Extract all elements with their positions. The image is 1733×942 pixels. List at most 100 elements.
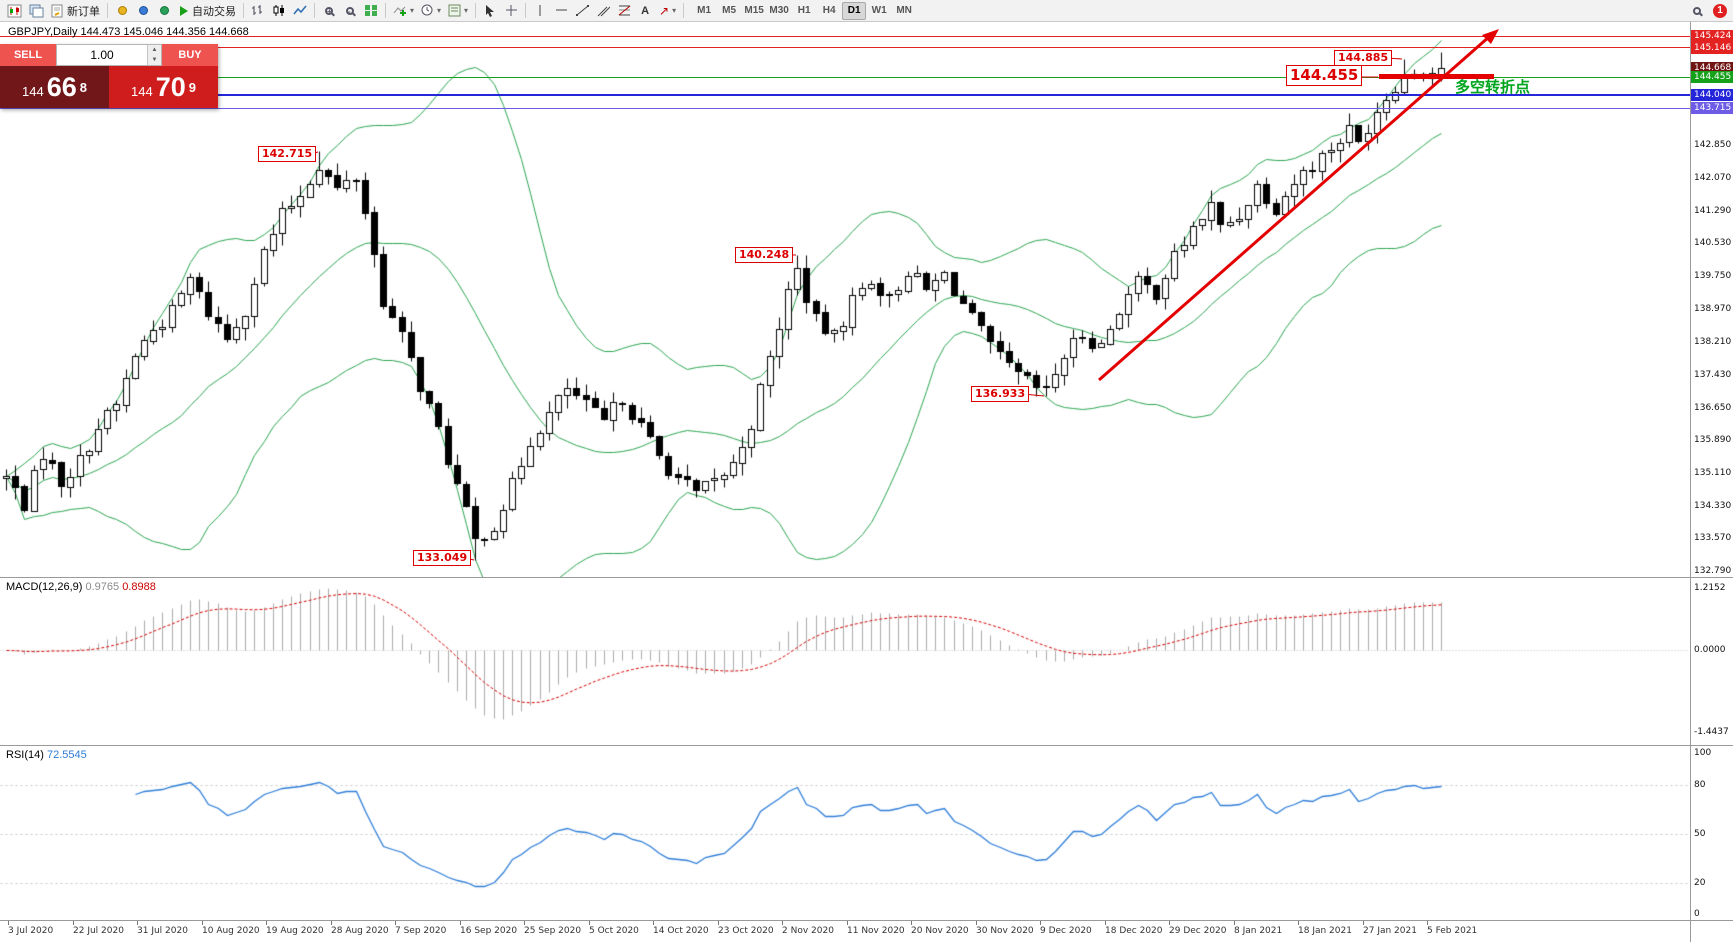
toolbar-separator — [525, 3, 527, 18]
buy-price-button[interactable]: 144 70 9 — [109, 66, 218, 108]
toolbar-separator — [385, 3, 386, 18]
price-callout-dec-low[interactable]: 136.933 — [971, 386, 1030, 402]
toolbar: 新订单 自动交易 + - ▾ ▾ — [0, 0, 1733, 22]
vertical-line-tool-icon[interactable] — [530, 1, 550, 21]
volume-spinner: ▲ ▼ — [147, 45, 161, 65]
auto-trading-button[interactable]: 自动交易 — [175, 1, 239, 21]
date-axis-label: 18 Jan 2021 — [1298, 926, 1352, 936]
rsi-name: RSI(14) — [6, 749, 44, 761]
timeframe-button-m1[interactable]: M1 — [697, 5, 712, 16]
text-tool-icon[interactable]: A — [641, 4, 650, 17]
arrows-tool-icon[interactable]: ↗ ▾ — [659, 3, 677, 18]
zoom-out-icon[interactable]: - — [340, 1, 360, 21]
price-level-line[interactable] — [0, 35, 1690, 37]
volume-increase-button[interactable]: ▲ — [148, 45, 161, 55]
rsi-panel-separator[interactable] — [0, 745, 1733, 746]
timeframes-icon[interactable]: ▾ — [418, 1, 444, 21]
price-axis-marker: 143.715 — [1691, 102, 1733, 115]
date-axis-tick — [847, 921, 848, 925]
price-level-line[interactable] — [0, 47, 1690, 49]
tile-windows-icon[interactable] — [361, 1, 381, 21]
price-axis-marker: 144.455 — [1691, 71, 1733, 84]
chart-profiles-icon[interactable] — [26, 1, 47, 21]
crosshair-icon[interactable] — [501, 1, 521, 21]
macd-signal-value: 0.8988 — [122, 581, 156, 593]
sell-button[interactable]: SELL — [0, 44, 56, 66]
funds-icon[interactable] — [133, 1, 153, 21]
date-axis-label: 5 Oct 2020 — [589, 926, 639, 936]
price-callout-level[interactable]: 144.455 — [1286, 65, 1363, 86]
sell-price-button[interactable]: 144 66 8 — [0, 66, 109, 108]
date-axis-label: 7 Sep 2020 — [395, 926, 447, 936]
channel-tool-icon[interactable] — [593, 1, 613, 21]
buy-price-sup: 9 — [188, 79, 196, 95]
coins-icon[interactable] — [112, 1, 132, 21]
templates-icon[interactable]: ▾ — [445, 1, 471, 21]
date-axis-label: 22 Jul 2020 — [73, 926, 124, 936]
date-axis-label: 14 Oct 2020 — [653, 926, 709, 936]
indicators-icon[interactable]: ▾ — [390, 1, 417, 21]
horizontal-line-tool-icon[interactable] — [551, 1, 571, 21]
date-axis-tick — [1105, 921, 1106, 925]
history-icon[interactable] — [154, 1, 174, 21]
pivot-note-text[interactable]: 多空转折点 — [1455, 79, 1531, 96]
price-axis-tick: 138.210 — [1694, 336, 1732, 347]
price-level-line[interactable] — [0, 76, 1690, 78]
price-axis-tick: 135.110 — [1694, 467, 1732, 478]
rsi-axis-label: 50 — [1694, 829, 1706, 839]
macd-canvas[interactable] — [0, 577, 1690, 745]
timeframe-button-h4[interactable]: H4 — [822, 5, 836, 16]
timeframe-button-m30[interactable]: M30 — [769, 5, 789, 16]
timeframe-button-h1[interactable]: H1 — [797, 5, 811, 16]
timeframe-button-w1[interactable]: W1 — [871, 5, 887, 16]
price-level-line[interactable] — [0, 93, 1690, 96]
date-axis-label: 31 Jul 2020 — [137, 926, 188, 936]
volume-decrease-button[interactable]: ▼ — [148, 55, 161, 65]
cursor-icon[interactable] — [480, 1, 500, 21]
date-axis-label: 29 Dec 2020 — [1169, 926, 1227, 936]
price-callout-nov-high[interactable]: 140.248 — [735, 247, 794, 263]
price-axis-tick: 141.290 — [1694, 206, 1732, 217]
bar-chart-icon[interactable] — [248, 1, 268, 21]
timeframe-button-d1[interactable]: D1 — [842, 1, 867, 20]
fibonacci-tool-icon[interactable] — [614, 1, 634, 21]
timeframe-button-m15[interactable]: M15 — [744, 5, 764, 16]
price-axis-tick: 132.790 — [1694, 566, 1732, 577]
search-icon[interactable] — [1687, 1, 1707, 21]
line-chart-icon[interactable] — [290, 1, 310, 21]
caret-down-icon: ▾ — [410, 6, 415, 15]
price-callout-aug-high[interactable]: 142.715 — [258, 146, 317, 162]
new-chart-icon[interactable] — [4, 1, 25, 21]
macd-main-value: 0.9765 — [85, 581, 120, 593]
date-axis-tick — [524, 921, 525, 925]
zoom-in-icon[interactable]: + — [325, 6, 333, 16]
price-level-line[interactable] — [0, 107, 1690, 109]
auto-trading-label: 自动交易 — [192, 5, 236, 18]
timeframe-button-m5[interactable]: M5 — [722, 5, 737, 16]
date-axis-separator — [0, 920, 1733, 921]
macd-panel-separator[interactable] — [0, 577, 1733, 578]
date-axis-tick — [1169, 921, 1170, 925]
rsi-canvas[interactable] — [0, 745, 1690, 920]
date-axis-label: 3 Jul 2020 — [8, 926, 54, 936]
timeframe-button-mn[interactable]: MN — [896, 5, 912, 16]
volume-input[interactable] — [57, 45, 147, 65]
date-axis-label: 19 Aug 2020 — [266, 926, 324, 936]
main-chart-canvas[interactable] — [0, 22, 1690, 577]
new-order-button[interactable]: 新订单 — [48, 1, 103, 21]
buy-button[interactable]: BUY — [162, 44, 218, 66]
caret-down-icon: ▾ — [437, 6, 442, 15]
macd-axis-label: 1.2152 — [1694, 583, 1726, 593]
toolbar-separator — [314, 3, 315, 18]
date-axis-label: 28 Aug 2020 — [331, 926, 389, 936]
date-axis-label: 5 Feb 2021 — [1427, 926, 1478, 936]
caret-down-icon: ▾ — [672, 6, 677, 15]
date-axis-tick — [1234, 921, 1235, 925]
toolbar-separator — [475, 3, 477, 18]
price-callout-sep-low[interactable]: 133.049 — [413, 550, 472, 566]
candlestick-mode-icon[interactable] — [269, 1, 289, 21]
price-callout-feb-high[interactable]: 144.885 — [1334, 50, 1393, 66]
notification-badge[interactable]: 1 — [1713, 3, 1727, 18]
trendline-tool-icon[interactable] — [572, 1, 592, 21]
timeframe-group: M1 M5 M15 M30 H1 H4 D1 W1 MN — [692, 1, 916, 20]
